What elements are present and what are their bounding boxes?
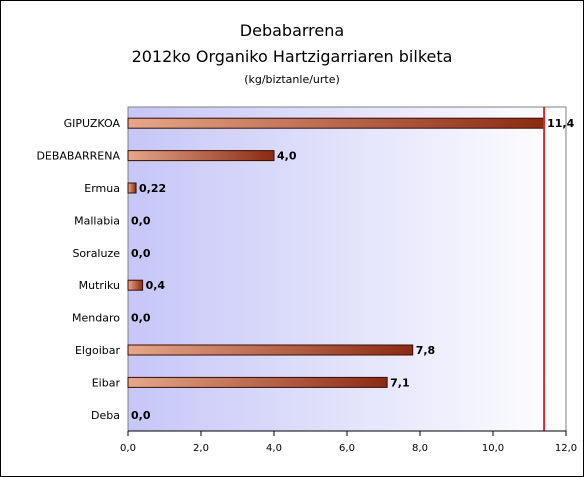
x-tick-label: 10,0: [482, 443, 504, 454]
bar-gipuzkoa: [127, 117, 545, 129]
bar-elgoibar: [127, 344, 414, 356]
bar-ermua: [127, 182, 137, 194]
chart-subtitle: 2012ko Organiko Hartzigarriaren bilketa: [131, 47, 453, 66]
category-label: Eibar: [92, 376, 121, 389]
data-label: 7,1: [390, 376, 410, 389]
bar-mutriku: [127, 279, 144, 291]
chart-unit-label: (kg/biztanle/urte): [244, 73, 340, 86]
category-label: Soraluze: [72, 247, 120, 260]
x-tick-label: 12,0: [555, 443, 577, 454]
data-label: 0,0: [131, 247, 151, 260]
category-label: Deba: [91, 409, 120, 422]
data-label: 4,0: [277, 150, 297, 163]
x-tick-label: 6,0: [339, 443, 355, 454]
x-tick-label: 4,0: [266, 443, 282, 454]
category-label: GIPUZKOA: [64, 117, 121, 130]
data-label: 0,0: [131, 214, 151, 227]
data-label: 7,8: [416, 344, 436, 357]
x-tick-label: 2,0: [193, 443, 209, 454]
bar-debabarrena: [127, 150, 275, 162]
data-label: 0,0: [131, 409, 151, 422]
category-label: Ermua: [84, 182, 120, 195]
x-tick-label: 8,0: [412, 443, 428, 454]
chart-title: Debabarrena: [239, 21, 345, 40]
category-label: Mendaro: [72, 312, 120, 325]
data-label: 0,0: [131, 312, 151, 325]
category-label: Elgoibar: [75, 344, 120, 357]
category-label: Mutriku: [79, 279, 120, 292]
data-label: 0,22: [139, 182, 166, 195]
bar-eibar: [127, 376, 388, 388]
category-label: DEBABARRENA: [36, 150, 120, 163]
data-label: 11,4: [547, 117, 574, 130]
x-tick-label: 0,0: [120, 443, 136, 454]
category-label: Mallabia: [74, 214, 120, 227]
data-label: 0,4: [146, 279, 166, 292]
